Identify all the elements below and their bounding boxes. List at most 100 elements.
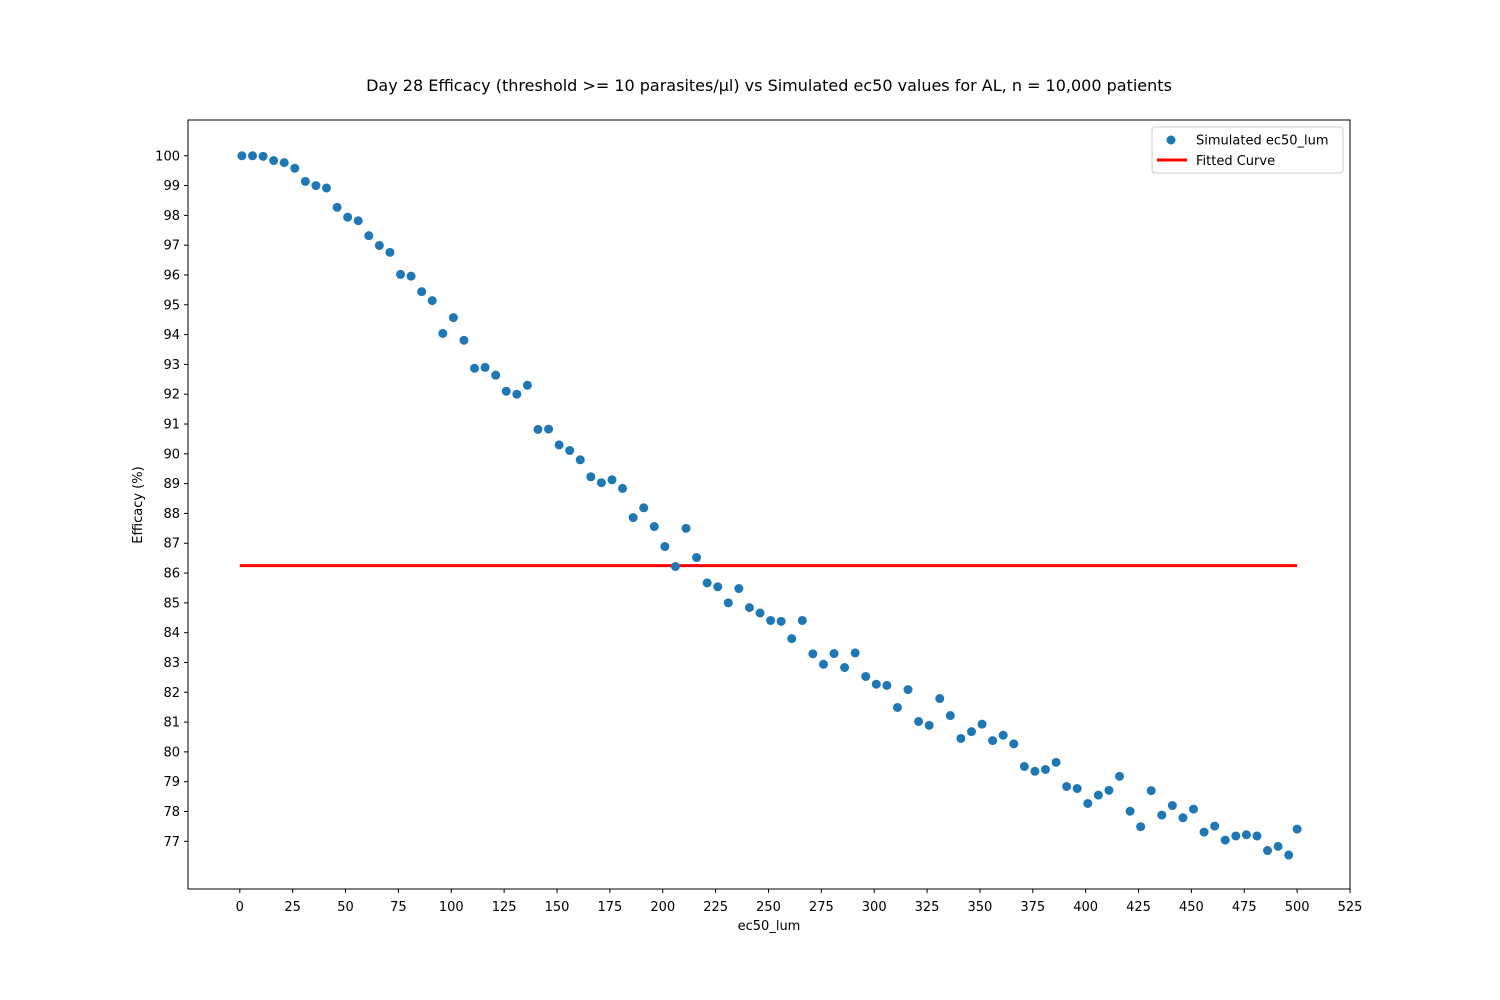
x-tick-label: 75 [390,900,407,915]
y-tick-label: 89 [163,477,180,492]
scatter-point [1273,841,1283,851]
scatter-point [702,578,712,588]
x-tick-label: 375 [1020,900,1045,915]
scatter-point [258,151,268,161]
scatter-point [1167,801,1177,811]
scatter-series [237,151,1302,860]
scatter-point [850,648,860,658]
scatter-point [385,247,395,257]
scatter-point [1284,850,1294,860]
scatter-point [1292,824,1302,834]
scatter-point [300,176,310,186]
scatter-point [1125,806,1135,816]
scatter-point [554,440,564,450]
scatter-point [988,736,998,746]
scatter-point [427,296,437,306]
scatter-point [935,694,945,704]
scatter-point [353,216,363,226]
y-tick-label: 85 [163,596,180,611]
x-tick-label: 300 [862,900,887,915]
scatter-point [406,271,416,281]
y-tick-label: 87 [163,537,180,552]
scatter-point [438,328,448,338]
x-tick-label: 175 [597,900,622,915]
scatter-point [871,679,881,689]
x-tick-label: 500 [1285,900,1310,915]
x-tick-label: 275 [809,900,834,915]
scatter-point [1241,830,1251,840]
x-tick-label: 25 [284,900,301,915]
scatter-point [776,616,786,626]
scatter-point [1009,739,1019,749]
x-axis-ticks: 0 25 50 75 100 125 150 175 200 225 250 275 300 325 350… [236,889,1362,915]
scatter-point [1252,831,1262,841]
scatter-point [1220,835,1230,845]
scatter-point [290,163,300,173]
scatter-point [977,719,987,729]
y-axis-ticks: 77 78 79 80 81 82 83 84 85 86 87 88 89 90 91 92 93 94 95 96… [155,149,188,850]
scatter-point [491,370,501,380]
scatter-point [396,269,406,279]
scatter-point [533,424,543,434]
y-tick-label: 96 [163,268,180,283]
scatter-point [692,553,702,563]
plot-area [188,120,1350,889]
x-tick-label: 475 [1232,900,1257,915]
y-tick-label: 80 [163,745,180,760]
scatter-point [1210,821,1220,831]
y-tick-label: 97 [163,239,180,254]
scatter-point [575,455,585,465]
x-axis-label: ec50_lum [738,919,801,934]
y-tick-label: 86 [163,567,180,582]
scatter-point [797,615,807,625]
scatter-point [1030,766,1040,776]
legend-box [1151,126,1344,174]
scatter-point [787,634,797,644]
scatter-point [237,151,247,161]
scatter-point [596,478,606,488]
y-tick-label: 79 [163,775,180,790]
y-tick-label: 77 [163,835,180,850]
scatter-point [892,702,902,712]
scatter-point [829,649,839,659]
x-tick-label: 400 [1073,900,1098,915]
scatter-point [1083,798,1093,808]
y-tick-label: 98 [163,209,180,224]
x-tick-label: 125 [492,900,517,915]
y-tick-label: 81 [163,716,180,731]
y-tick-label: 90 [163,447,180,462]
scatter-point [1199,827,1209,837]
scatter-point [649,522,659,532]
scatter-point [998,730,1008,740]
scatter-point [1157,810,1167,820]
x-tick-label: 450 [1179,900,1204,915]
scatter-point [723,598,733,608]
scatter-point [924,720,934,730]
scatter-point [417,287,427,297]
scatter-point [1115,771,1125,781]
scatter-point [269,156,279,166]
scatter-point [818,659,828,669]
scatter-point [1062,781,1072,791]
legend-label-scatter: Simulated ec50_lum [1196,134,1329,149]
scatter-point [374,240,384,250]
scatter-point [914,716,924,726]
scatter-point [1019,761,1029,771]
scatter-point [861,671,871,681]
y-tick-label: 83 [163,656,180,671]
scatter-point [1136,822,1146,832]
scatter-point [522,380,532,390]
scatter-point [744,603,754,613]
scatter-point [332,202,342,212]
scatter-point [343,212,353,222]
scatter-point [618,483,628,493]
chart-title: Day 28 Efficacy (threshold >= 10 parasit… [366,76,1172,95]
scatter-point [882,680,892,690]
scatter-point [607,475,617,485]
scatter-point [670,561,680,571]
scatter-point [364,231,374,241]
scatter-point [660,542,670,552]
x-tick-label: 200 [650,900,675,915]
scatter-point [766,615,776,625]
